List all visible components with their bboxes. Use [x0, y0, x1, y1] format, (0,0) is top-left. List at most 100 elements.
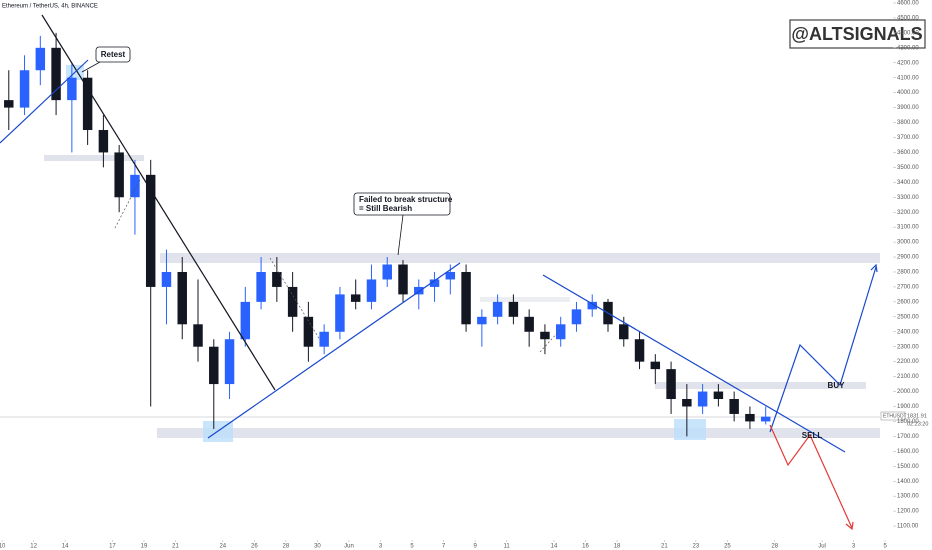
y-tick-label: 1200.00: [897, 509, 919, 515]
x-tick-label: 21: [172, 544, 179, 550]
watermark-box: [789, 19, 926, 49]
y-tick-label: 2500.00: [897, 314, 919, 320]
candle-body: [682, 399, 692, 407]
candle-body: [760, 416, 771, 422]
y-tick-label: 3500.00: [897, 165, 919, 171]
candle-body: [634, 339, 645, 362]
y-tick-label: 2400.00: [897, 329, 919, 335]
zones: [44, 65, 880, 442]
x-tick-label: 14: [551, 544, 558, 550]
y-tick-label: 3700.00: [897, 135, 919, 141]
x-tick-label: Jun: [344, 544, 354, 550]
candle-body: [4, 100, 14, 108]
candle-body: [414, 286, 424, 295]
candle-body: [272, 271, 282, 287]
candle-body: [540, 331, 550, 340]
zone: [44, 155, 144, 161]
candle-body: [303, 316, 314, 347]
zone: [160, 253, 880, 263]
trendline: [41, 14, 276, 391]
candle-body: [51, 47, 61, 101]
highlight: [674, 419, 706, 440]
candle-body: [145, 174, 156, 287]
symbol: ETHUSDT: [883, 413, 907, 419]
projection-up: [769, 266, 877, 433]
dashed-line: [269, 257, 321, 341]
candle-body: [366, 279, 377, 302]
candle-body: [335, 294, 345, 332]
candle-body: [745, 413, 755, 422]
candle-body: [350, 294, 361, 302]
candle-body: [524, 316, 534, 332]
candle-body: [650, 361, 661, 370]
x-tick-label: 5: [883, 544, 887, 550]
last-price: 1831.91: [907, 413, 927, 419]
y-tick-label: 4500.00: [897, 16, 919, 22]
countdown: 02:23:20: [907, 421, 928, 427]
x-tick-label: 3: [379, 544, 383, 550]
y-tick-label: 2100.00: [897, 374, 919, 380]
zone: [480, 297, 570, 302]
zone: [655, 382, 866, 389]
y-tick-label: 4000.00: [897, 90, 919, 96]
x-tick-label: Jul: [818, 544, 826, 550]
y-tick-label: 1900.00: [897, 404, 919, 410]
candle-body: [445, 271, 456, 280]
x-tick-label: 28: [771, 544, 778, 550]
watermark: @ALTSIGNALS: [791, 24, 922, 44]
drawings: [0, 14, 878, 531]
x-tick-label: 30: [314, 544, 321, 550]
x-tick-label: 3: [852, 544, 856, 550]
candle-body: [477, 316, 487, 325]
y-tick-label: 1600.00: [897, 449, 919, 455]
y-tick-label: 2300.00: [897, 344, 919, 350]
annotation: Failed to break structure: [359, 195, 453, 204]
candle-body: [98, 130, 109, 153]
y-tick-label: 3200.00: [897, 210, 919, 216]
x-tick-label: 12: [30, 544, 37, 550]
symbol-tag: [880, 411, 906, 421]
candle-body: [287, 286, 298, 317]
candle-body: [114, 152, 124, 198]
candle-body: [82, 77, 93, 131]
candle-body: [177, 271, 187, 325]
candle-body: [666, 369, 676, 400]
y-tick-label: 1700.00: [897, 434, 919, 440]
x-tick-label: 9: [473, 544, 477, 550]
candles: [4, 32, 771, 437]
candle-body: [398, 264, 408, 295]
x-tick-label: 5: [410, 544, 414, 550]
y-tick-label: 1800.00: [897, 419, 919, 425]
trendline: [207, 262, 461, 439]
candle-body: [555, 324, 566, 340]
y-tick-label: 3100.00: [897, 225, 919, 231]
y-tick-label: 3300.00: [897, 195, 919, 201]
y-tick-label: 2000.00: [897, 389, 919, 395]
y-tick-label: 3900.00: [897, 105, 919, 111]
candle-body: [319, 331, 329, 347]
y-tick-label: 1400.00: [897, 479, 919, 485]
y-tick-label: 2900.00: [897, 255, 919, 261]
x-tick-label: 19: [141, 544, 148, 550]
x-tick-label: 14: [62, 544, 69, 550]
x-tick-label: 16: [582, 544, 589, 550]
trendline: [0, 59, 89, 144]
y-tick-label: 4200.00: [897, 60, 919, 66]
candle-body: [382, 264, 392, 280]
candle-body: [209, 346, 219, 385]
x-tick-label: 11: [504, 544, 511, 550]
sell-label: SELL: [802, 431, 823, 440]
candle-body: [130, 174, 140, 198]
y-tick-label: 2600.00: [897, 299, 919, 305]
y-tick-label: 3400.00: [897, 180, 919, 186]
x-tick-label: 7: [442, 544, 446, 550]
zone: [157, 428, 880, 438]
candle-body: [161, 271, 172, 287]
x-tick-label: 25: [724, 544, 731, 550]
candle-body: [35, 47, 46, 71]
y-tick-label: 4300.00: [897, 45, 919, 51]
candle-body: [587, 301, 597, 310]
candle-body: [240, 301, 251, 340]
dashed-line: [539, 329, 561, 353]
